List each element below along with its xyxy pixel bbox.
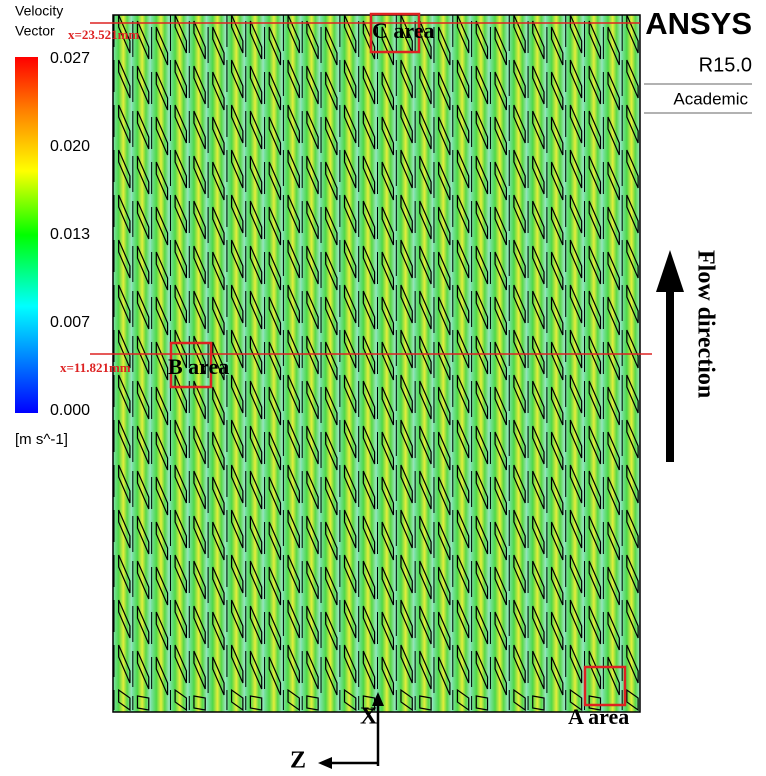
section-position: x=23.521mm bbox=[68, 27, 139, 42]
brand-name: ANSYS bbox=[645, 6, 752, 41]
area-label: A area bbox=[568, 704, 629, 729]
colorbar bbox=[15, 57, 38, 413]
area-label: C area bbox=[372, 18, 435, 43]
flow-label: Flow direction bbox=[692, 250, 718, 398]
colorbar-title: Velocity bbox=[15, 3, 63, 19]
axis-label: Z bbox=[290, 748, 306, 774]
flow-arrow-head bbox=[656, 250, 684, 292]
colorbar-tick-label: 0.007 bbox=[50, 314, 90, 331]
axis-arrow-head bbox=[318, 757, 332, 769]
colorbar-tick-label: 0.013 bbox=[50, 226, 90, 243]
area-label: B area bbox=[168, 354, 229, 379]
figure: Velocity Vector 0.027 0.020 0.013 0.007 0.00… bbox=[0, 0, 766, 776]
axis-label: X bbox=[360, 704, 378, 730]
figure-canvas: Velocity Vector 0.027 0.020 0.013 0.007 0.00… bbox=[0, 0, 766, 776]
section-position: x=11.821mm bbox=[60, 360, 131, 375]
brand-edition: Academic bbox=[673, 89, 748, 108]
colorbar-tick-label: 0.020 bbox=[50, 138, 90, 155]
colorbar-tick-label: 0.000 bbox=[50, 402, 90, 419]
brand-version: R15.0 bbox=[699, 54, 752, 76]
colorbar-unit: [m s^-1] bbox=[15, 431, 68, 448]
colorbar-title: Vector bbox=[15, 23, 55, 39]
colorbar-tick-label: 0.027 bbox=[50, 50, 90, 67]
